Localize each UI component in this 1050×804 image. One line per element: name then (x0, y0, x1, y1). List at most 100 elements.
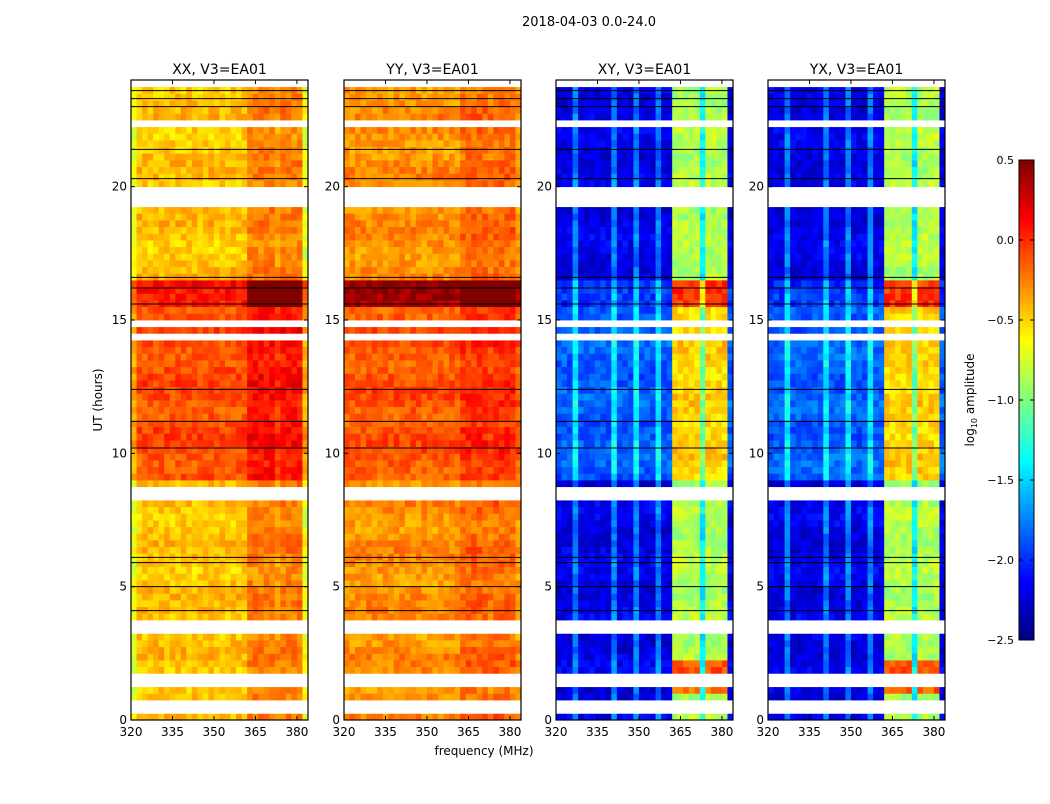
heatmap-cell (192, 260, 198, 267)
heatmap-cell (350, 647, 356, 654)
heatmap-cell (153, 467, 159, 474)
heatmap-cell (159, 100, 165, 107)
heatmap-cell (269, 133, 275, 140)
heatmap-cell (269, 633, 275, 640)
heatmap-cell (181, 160, 187, 167)
heatmap-cell (394, 353, 400, 360)
heatmap-cell (383, 440, 389, 447)
heatmap-cell (258, 647, 264, 654)
heatmap-cell (142, 313, 148, 320)
heatmap-cell (291, 120, 297, 127)
heatmap-cell (427, 533, 433, 540)
heatmap-cell (137, 540, 143, 547)
heatmap-cell (208, 467, 214, 474)
heatmap-cell (291, 280, 297, 287)
heatmap-cell (399, 687, 405, 694)
heatmap-cell (499, 707, 505, 714)
heatmap-cell (499, 360, 505, 367)
heatmap-cell (170, 413, 176, 420)
heatmap-cell (394, 487, 400, 494)
heatmap-cell (231, 100, 237, 107)
heatmap-cell (142, 147, 148, 154)
heatmap-cell (410, 327, 416, 334)
heatmap-cell (488, 407, 494, 414)
heatmap-cell (170, 627, 176, 634)
heatmap-cell (433, 460, 439, 467)
heatmap-cell (225, 667, 231, 674)
heatmap-cell (192, 713, 198, 720)
heatmap-cell (477, 473, 483, 480)
heatmap-cell (280, 373, 286, 380)
heatmap-cell (372, 453, 378, 460)
heatmap-cell (280, 180, 286, 187)
heatmap-cell (410, 507, 416, 514)
heatmap-cell (366, 580, 372, 587)
heatmap-cell (438, 400, 444, 407)
heatmap-cell (203, 707, 209, 714)
heatmap-cell (186, 433, 192, 440)
heatmap-cell (350, 407, 356, 414)
heatmap-cell (192, 100, 198, 107)
heatmap-cell (482, 360, 488, 367)
heatmap-cell (455, 333, 461, 340)
heatmap-cell (416, 467, 422, 474)
heatmap-cell (231, 427, 237, 434)
heatmap-cell (438, 627, 444, 634)
heatmap-cell (388, 360, 394, 367)
heatmap-cell (493, 693, 499, 700)
heatmap-cell (175, 507, 181, 514)
heatmap-cell (286, 120, 292, 127)
heatmap-cell (399, 660, 405, 667)
heatmap-cell (137, 167, 143, 174)
heatmap-cell (471, 687, 477, 694)
heatmap-cell (258, 700, 264, 707)
heatmap-cell (258, 227, 264, 234)
heatmap-cell (488, 613, 494, 620)
heatmap-cell (275, 580, 281, 587)
heatmap-cell (438, 713, 444, 720)
heatmap-cell (471, 647, 477, 654)
heatmap-cell (444, 427, 450, 434)
heatmap-cell (377, 393, 383, 400)
heatmap-cell (291, 687, 297, 694)
heatmap-cell (137, 400, 143, 407)
heatmap-cell (291, 387, 297, 394)
heatmap-cell (258, 493, 264, 500)
heatmap-cell (148, 433, 154, 440)
heatmap-cell (231, 253, 237, 260)
heatmap-cell (220, 573, 226, 580)
heatmap-cell (377, 527, 383, 534)
heatmap-cell (355, 660, 361, 667)
heatmap-cell (504, 513, 510, 520)
heatmap-cell (280, 587, 286, 594)
heatmap-cell (394, 373, 400, 380)
heatmap-cell (192, 527, 198, 534)
heatmap-cell (247, 220, 253, 227)
heatmap-cell (372, 333, 378, 340)
heatmap-cell (286, 427, 292, 434)
heatmap-cell (355, 453, 361, 460)
heatmap-cell (258, 120, 264, 127)
heatmap-cell (236, 127, 242, 134)
heatmap-cell (291, 693, 297, 700)
heatmap-cell (291, 127, 297, 134)
heatmap-cell (231, 600, 237, 607)
heatmap-cell (286, 500, 292, 507)
heatmap-cell (225, 353, 231, 360)
heatmap-cell (253, 327, 259, 334)
heatmap-cell (460, 507, 466, 514)
heatmap-cell (280, 327, 286, 334)
heatmap-cell (214, 520, 220, 527)
heatmap-cell (477, 700, 483, 707)
heatmap-cell (203, 400, 209, 407)
heatmap-cell (258, 660, 264, 667)
heatmap-cell (361, 460, 367, 467)
heatmap-cell (421, 647, 427, 654)
heatmap-cell (394, 393, 400, 400)
heatmap-cell (361, 520, 367, 527)
heatmap-cell (466, 627, 472, 634)
heatmap-cell (286, 307, 292, 314)
heatmap-cell (258, 393, 264, 400)
heatmap-cell (477, 600, 483, 607)
heatmap-cell (137, 440, 143, 447)
